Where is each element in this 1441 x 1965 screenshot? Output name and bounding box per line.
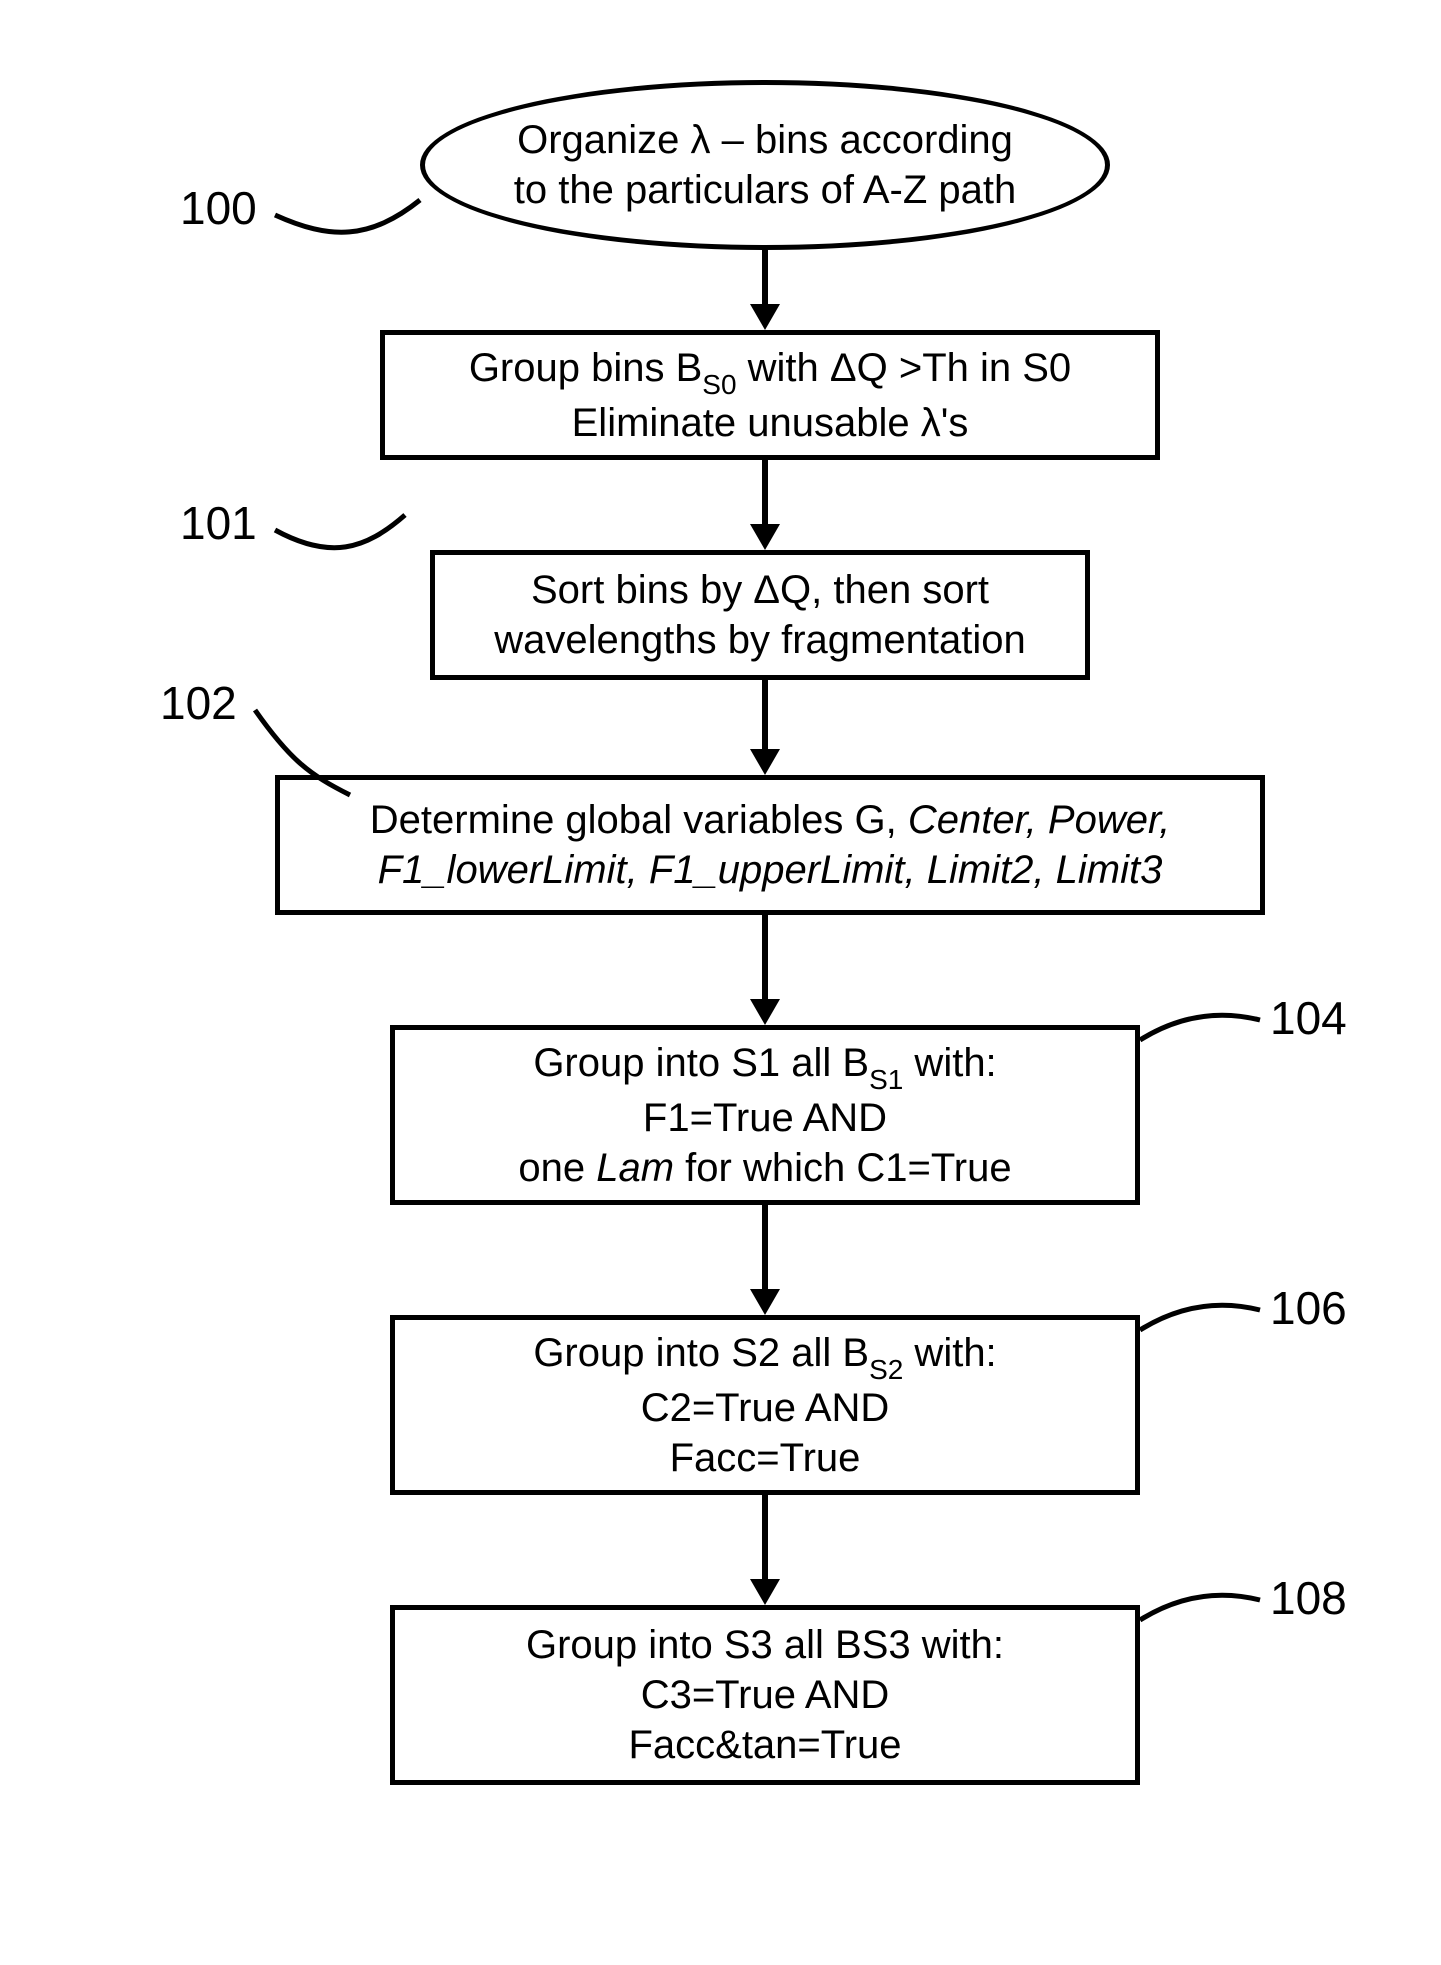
- leader-curve: [1140, 1305, 1260, 1330]
- arrow-head-icon: [750, 524, 780, 550]
- leader-curve: [275, 200, 420, 232]
- arrow-shaft: [762, 460, 768, 524]
- arrow-shaft: [762, 1495, 768, 1579]
- arrow-shaft: [762, 915, 768, 999]
- arrow-shaft: [762, 1205, 768, 1289]
- arrow-head-icon: [750, 1579, 780, 1605]
- leader-curve: [255, 710, 350, 795]
- arrow-head-icon: [750, 999, 780, 1025]
- arrow-shaft: [762, 250, 768, 304]
- leader-curve: [275, 515, 405, 548]
- arrow-head-icon: [750, 749, 780, 775]
- arrow-head-icon: [750, 304, 780, 330]
- arrow-shaft: [762, 680, 768, 749]
- leader-curve: [1140, 1595, 1260, 1620]
- leader-lines: [50, 40, 1441, 1940]
- leader-curve: [1140, 1015, 1260, 1040]
- arrow-head-icon: [750, 1289, 780, 1315]
